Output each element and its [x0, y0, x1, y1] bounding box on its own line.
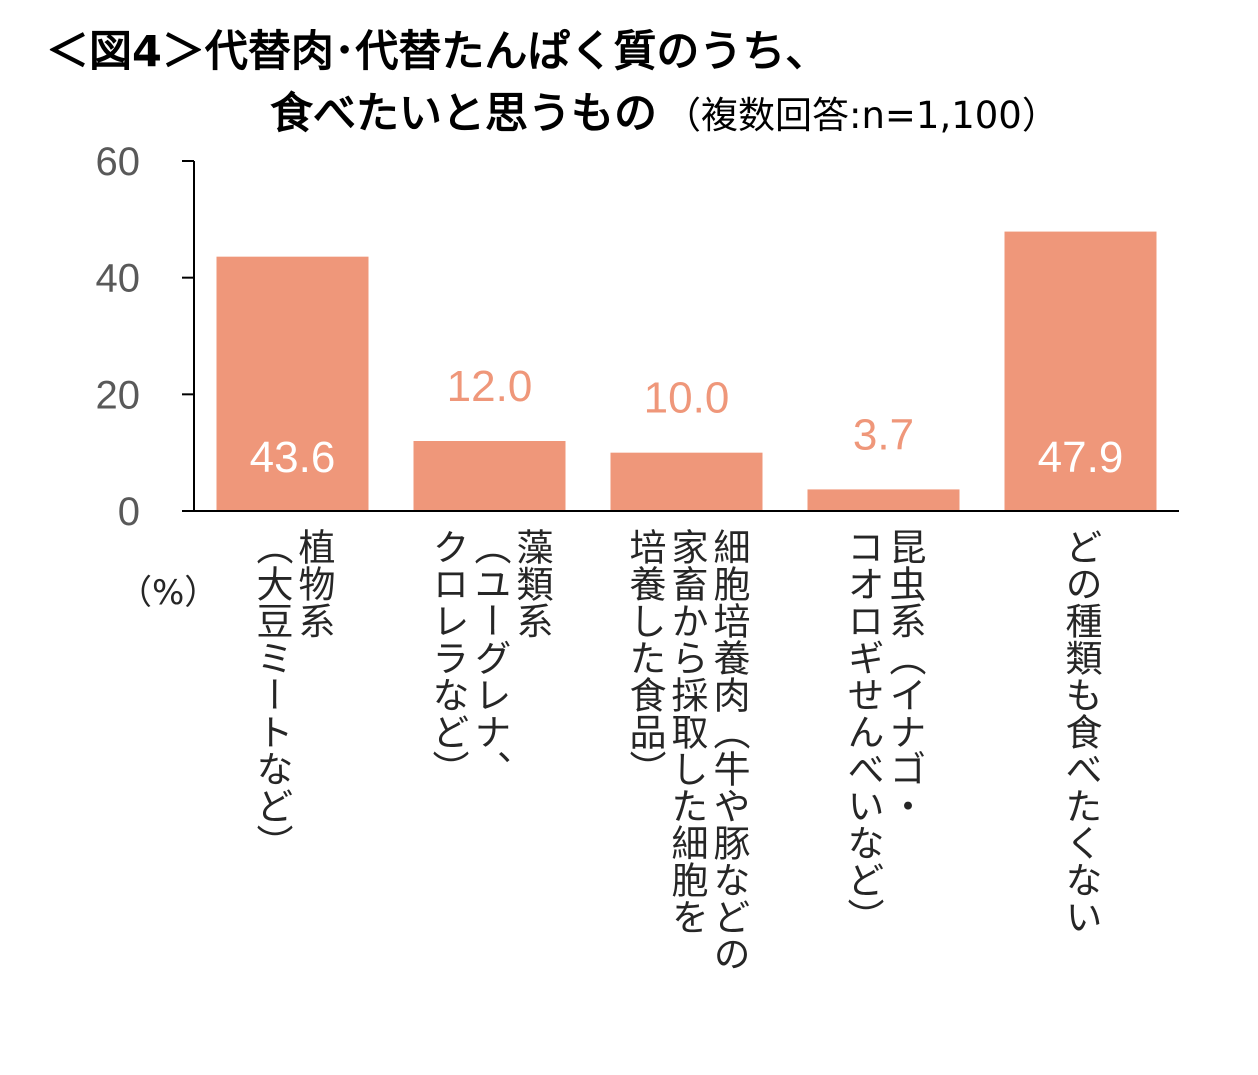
bar-3 [807, 489, 960, 511]
category-label-2-col-2: 培養した食品） [623, 528, 667, 787]
category-label-1-col-0: 藻類系 [510, 528, 553, 639]
value-label-1: 12.0 [447, 362, 533, 411]
y-axis-ticks: 0 20 40 60 [96, 140, 194, 534]
chart-title-line2: 食べたいと思うもの [270, 89, 657, 139]
category-label-3: 昆虫系（イナゴ・コオロギせんべいなど） [841, 528, 927, 935]
category-label-2-col-1: 家畜から採取した細胞を [665, 528, 708, 935]
category-label-0: 植物系（大豆ミートなど） [250, 528, 336, 861]
category-label-4: どの種類も食べたくない [1059, 528, 1102, 935]
value-label-2: 10.0 [644, 374, 730, 423]
chart-subtitle: （複数回答:n=1,100） [664, 94, 1059, 137]
value-label-3: 3.7 [853, 410, 914, 459]
category-label-0-col-0: 植物系 [292, 528, 336, 639]
bar-0 [216, 256, 369, 511]
bars [216, 231, 1157, 512]
axes [193, 161, 1179, 512]
value-label-0: 43.6 [250, 433, 336, 482]
bar-2 [610, 452, 763, 511]
value-labels: 43.6 12.0 10.0 3.7 47.9 [250, 362, 1124, 482]
bar-4 [1004, 231, 1157, 512]
bar-1 [413, 441, 566, 511]
category-label-3-col-1: コオロギせんべいなど） [841, 528, 885, 935]
y-tick-label: 0 [118, 490, 140, 534]
y-tick-label: 40 [96, 257, 141, 301]
category-label-1-col-2: クロレラなど） [426, 528, 470, 787]
category-label-1-col-1: （ユーグレナ、 [468, 528, 512, 787]
category-label-2-col-0: 細胞培養肉（牛や豚などの [707, 528, 751, 972]
chart-title-line1: ＜図4＞代替肉･代替たんぱく質のうち、 [46, 27, 828, 77]
y-unit-label: （%） [118, 573, 218, 613]
category-label-1: 藻類系（ユーグレナ、クロレラなど） [426, 528, 553, 787]
category-label-4-col-0: どの種類も食べたくない [1059, 528, 1102, 935]
y-tick-label: 60 [96, 140, 141, 184]
category-label-0-col-1: （大豆ミートなど） [250, 528, 294, 861]
y-tick-label: 20 [96, 373, 141, 417]
category-label-3-col-0: 昆虫系（イナゴ・ [883, 528, 927, 824]
value-label-4: 47.9 [1038, 433, 1124, 482]
category-labels: 植物系（大豆ミートなど） 藻類系（ユーグレナ、クロレラなど） 細胞培養肉（牛や豚など… [250, 528, 1102, 972]
